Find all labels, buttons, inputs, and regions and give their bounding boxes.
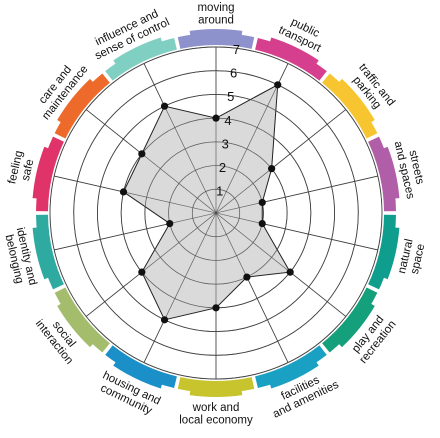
ring-segment-work-and-local-economy [177, 377, 255, 394]
ring-tab-facilities-and-amenities [269, 361, 319, 389]
ring-tab-influence-and-sense-of-control [113, 37, 163, 65]
spoke-overlay-feeling-safe [54, 175, 217, 214]
data-points [119, 81, 294, 324]
ring-segment-facilities-and-amenities [255, 345, 327, 389]
ring-segment-moving-around [177, 32, 255, 49]
data-point-facilities-and-amenities [243, 273, 251, 281]
data-point-moving-around [212, 114, 220, 122]
data-point-streets-and-spaces [258, 198, 266, 207]
category-label-line: safe [20, 158, 37, 182]
spoke-overlay-streets-and-spaces [215, 175, 378, 214]
spoke-overlay-public-transport [215, 63, 289, 214]
ring-segment-play-and-recreation [322, 287, 378, 353]
ring-segment-traffic-and-parking [322, 73, 378, 139]
tick-label-2: 2 [219, 160, 226, 175]
data-point-care-and-maintenance [138, 150, 146, 158]
category-label-line: moving [197, 2, 234, 14]
data-point-social-interaction [138, 268, 146, 276]
ring-tab-natural-space [383, 227, 400, 280]
tick-label-6: 6 [230, 66, 237, 81]
data-point-feeling-safe [119, 188, 128, 196]
tick-label-3: 3 [222, 136, 229, 151]
ring-segment-feeling-safe [36, 136, 64, 212]
spoke-overlay-care-and-maintenance [86, 109, 217, 214]
data-point-identity-and-belonging [166, 219, 174, 228]
ring-tab-traffic-and-parking [338, 78, 375, 123]
spoke-overlay-influence-and-sense-of-control [143, 63, 217, 214]
data-point-play-and-recreation [286, 268, 294, 276]
ring-segment-public-transport [255, 37, 327, 81]
category-label-line: local economy [179, 414, 253, 426]
ring-tab-public-transport [269, 37, 319, 65]
spoke-overlay-traffic-and-parking [215, 109, 346, 214]
ring-segment-social-interaction [54, 287, 110, 353]
spoke-overlay-housing-and-community [143, 212, 217, 363]
spoke-overlay-facilities-and-amenities [215, 212, 289, 363]
ring-tab-play-and-recreation [338, 303, 375, 348]
ring-tab-moving-around [189, 29, 243, 36]
ring-segment-identity-and-belonging [36, 214, 64, 290]
category-label-line: work and [192, 402, 240, 414]
spoke-overlay-natural-space [215, 212, 378, 251]
tick-label-1: 1 [216, 183, 223, 198]
radial-tick-labels: 1 2 3 4 5 6 7 [216, 42, 240, 198]
ring-tab-feeling-safe [32, 146, 49, 199]
ring-segment-natural-space [368, 214, 396, 290]
category-color-ring [32, 29, 400, 397]
ring-segment-streets-and-spaces [368, 136, 396, 212]
ring-segment-influence-and-sense-of-control [105, 37, 177, 81]
ring-tab-social-interaction [57, 303, 94, 348]
ring-tab-work-and-local-economy [189, 390, 243, 397]
tick-label-5: 5 [227, 89, 234, 104]
data-point-work-and-local-economy [212, 304, 220, 312]
spoke-overlay-social-interaction [86, 212, 217, 317]
spoke-overlay-play-and-recreation [215, 212, 346, 317]
ring-tab-streets-and-spaces [383, 146, 400, 199]
ring-tab-care-and-maintenance [57, 78, 94, 123]
category-label-line: around [198, 14, 234, 26]
data-area-layer [49, 46, 383, 380]
tick-label-7: 7 [233, 42, 240, 57]
spoke-overlay-identity-and-belonging [54, 212, 217, 251]
data-point-influence-and-sense-of-control [160, 102, 169, 110]
data-point-traffic-and-parking [268, 165, 276, 173]
data-point-housing-and-community [160, 316, 169, 324]
tick-label-4: 4 [224, 113, 231, 128]
data-point-public-transport [274, 81, 282, 89]
ring-tab-housing-and-community [113, 361, 163, 389]
ring-segment-housing-and-community [105, 345, 177, 389]
ring-tab-identity-and-belonging [32, 227, 49, 280]
data-point-natural-space [258, 219, 266, 228]
ring-segment-care-and-maintenance [54, 73, 110, 139]
